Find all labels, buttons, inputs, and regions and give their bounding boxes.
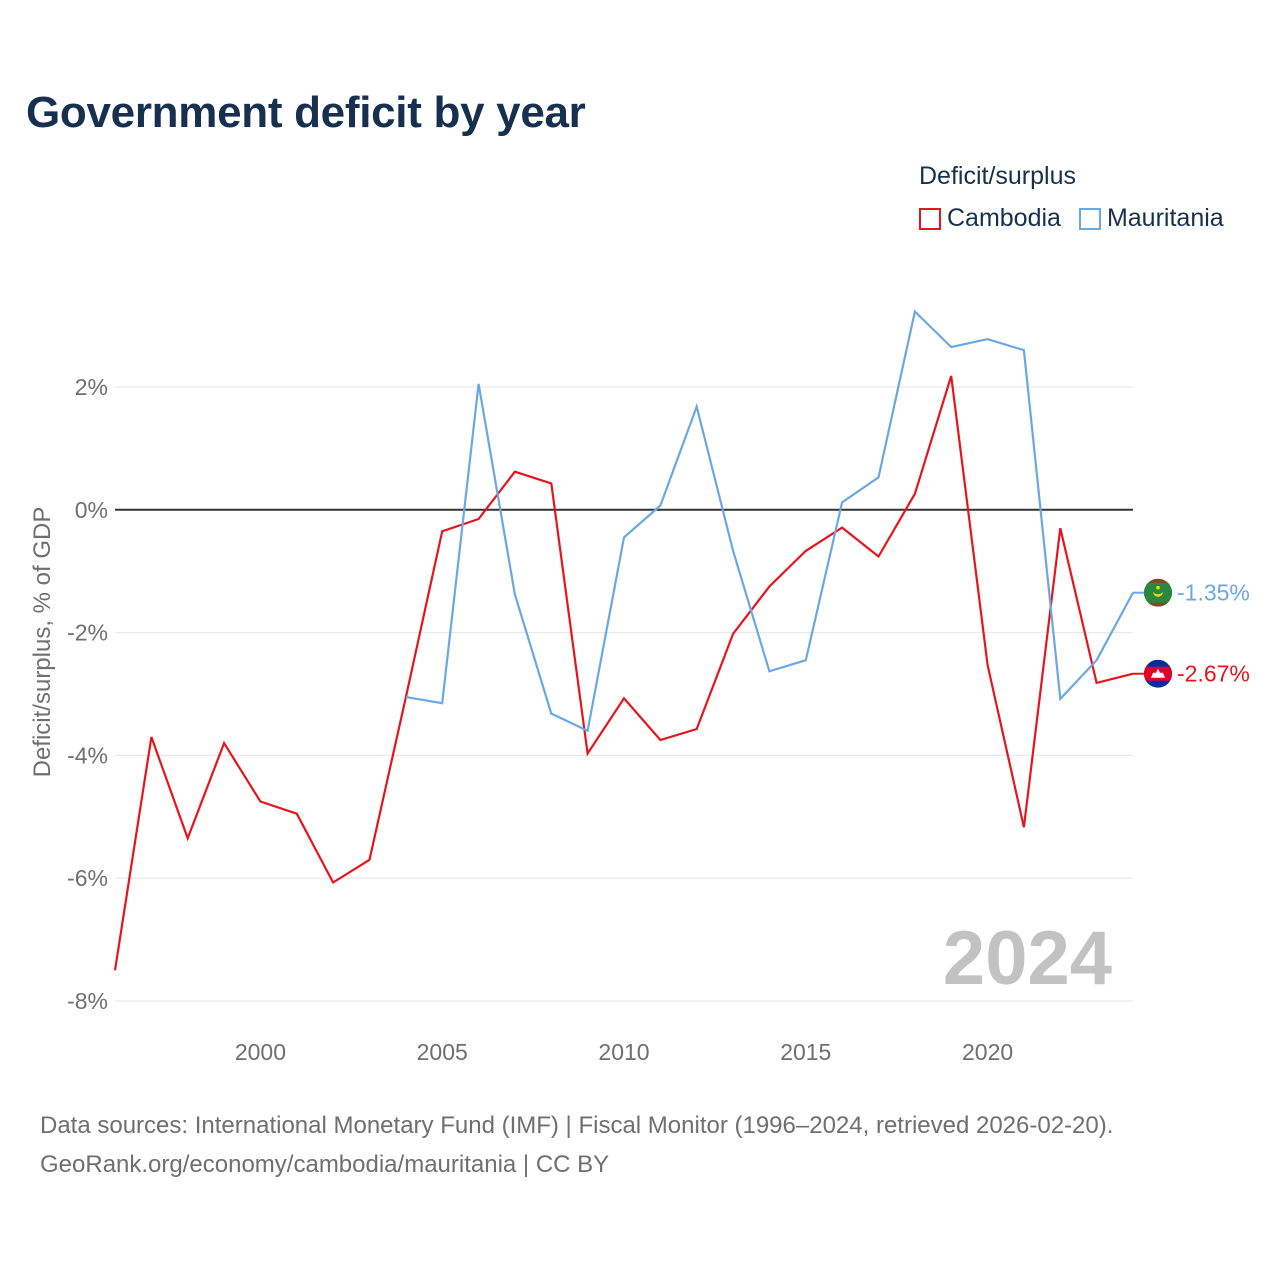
series-layer	[113, 309, 1134, 971]
grid-layer	[115, 386, 1133, 1002]
legend: Cambodia Mauritania	[919, 204, 1242, 233]
series-line-cambodia	[113, 375, 1134, 971]
y-tick-label: -8%	[67, 988, 108, 1014]
y-tick-label: 2%	[75, 374, 108, 400]
x-tick-label: 2020	[962, 1039, 1013, 1065]
x-tick-label: 2015	[780, 1039, 831, 1065]
marker-layer: -2.67% -1.35%	[1133, 578, 1250, 688]
series-line-mauritania	[405, 309, 1134, 733]
legend-label-mauritania: Mauritania	[1106, 204, 1224, 232]
mauritania-flag-icon	[1144, 578, 1172, 607]
legend-item-mauritania[interactable]: Mauritania	[1078, 204, 1224, 233]
x-tick-label: 2000	[235, 1039, 286, 1065]
source-line-1: Data sources: International Monetary Fun…	[40, 1112, 1114, 1139]
y-axis-label: Deficit/surplus, % of GDP	[29, 507, 56, 778]
chart-title: Government deficit by year	[26, 88, 586, 137]
x-tick-label: 2010	[598, 1039, 649, 1065]
y-tick-label: -4%	[67, 742, 108, 768]
year-watermark: 2024	[943, 916, 1112, 1001]
cambodia-flag-icon	[1144, 659, 1172, 688]
legend-title: Deficit/surplus	[919, 162, 1076, 190]
legend-swatch-cambodia	[919, 207, 941, 230]
source-line-2[interactable]: GeoRank.org/economy/cambodia/mauritania …	[40, 1151, 610, 1178]
x-tick-label: 2005	[417, 1039, 468, 1065]
y-tick-label: 0%	[75, 497, 108, 523]
legend-swatch-mauritania	[1078, 207, 1101, 230]
legend-label-cambodia: Cambodia	[947, 204, 1061, 232]
axis-layer: 2% 0% -2% -4% -6% -8% 2000 2005 2010 2015 2020	[67, 374, 1013, 1065]
legend-item-cambodia[interactable]: Cambodia	[919, 204, 1061, 233]
data-source: Data sources: International Monetary Fun…	[40, 1106, 1113, 1184]
end-label-mauritania: -1.35%	[1177, 580, 1250, 606]
y-tick-label: -6%	[67, 865, 108, 891]
y-tick-label: -2%	[67, 620, 108, 646]
end-label-cambodia: -2.67%	[1177, 661, 1250, 687]
